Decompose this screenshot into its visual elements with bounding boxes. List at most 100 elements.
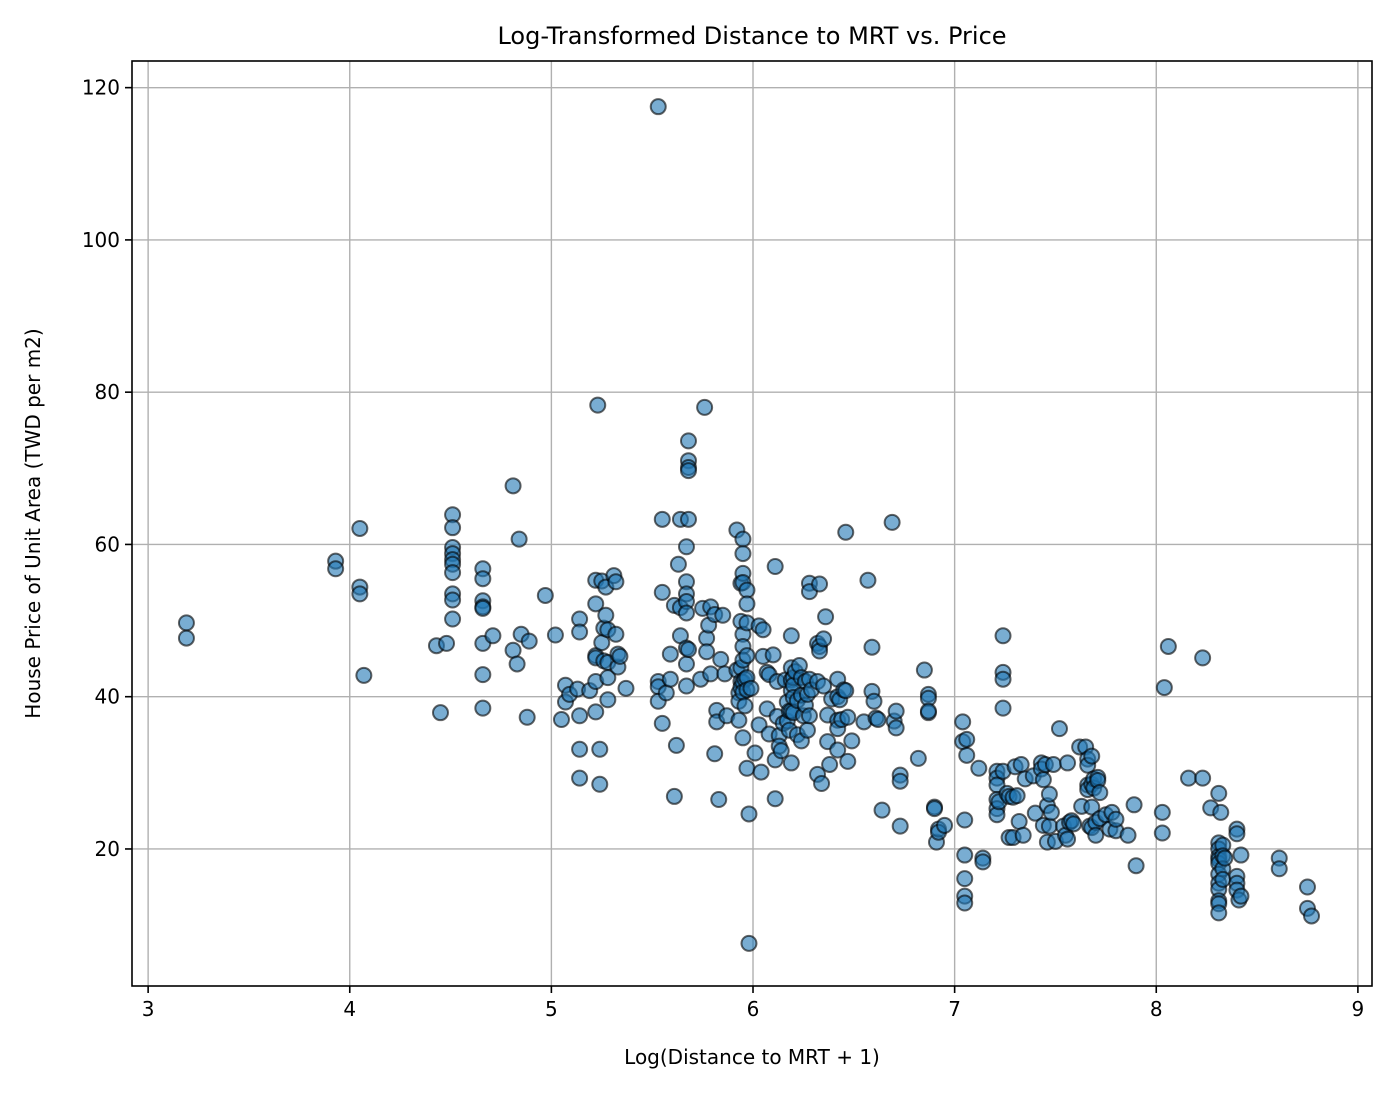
chart-title: Log-Transformed Distance to MRT vs. Pric… [497, 22, 1006, 50]
data-point [1091, 784, 1109, 802]
data-point [1153, 824, 1171, 842]
data-point [1044, 755, 1062, 773]
data-point [1010, 813, 1028, 831]
data-point [665, 787, 683, 805]
data-point [837, 682, 855, 700]
y-tick-label: 20 [95, 837, 120, 861]
data-point [657, 684, 675, 702]
data-point [474, 666, 492, 684]
data-point [587, 595, 605, 613]
data-point [1194, 649, 1212, 667]
data-point [355, 666, 373, 684]
data-point [1125, 796, 1143, 814]
data-point [177, 614, 195, 632]
data-point [1180, 769, 1198, 787]
data-point [587, 703, 605, 721]
data-point [936, 816, 954, 834]
data-point [764, 646, 782, 664]
data-point [817, 608, 835, 626]
y-tick-label: 80 [95, 380, 120, 404]
data-point [679, 510, 697, 528]
data-point [1050, 720, 1068, 738]
data-point [599, 669, 617, 687]
data-point [698, 643, 716, 661]
data-point [653, 510, 671, 528]
data-point [444, 519, 462, 537]
data-point [734, 729, 752, 747]
data-point [730, 711, 748, 729]
data-point [702, 665, 720, 683]
plot-frame [131, 60, 1373, 987]
data-point [510, 530, 528, 548]
data-point [1059, 830, 1077, 848]
data-point [782, 627, 800, 645]
data-point [677, 604, 695, 622]
data-point [958, 730, 976, 748]
data-point [873, 801, 891, 819]
data-point [679, 432, 697, 450]
data-point [843, 732, 861, 750]
data-point [653, 714, 671, 732]
data-point [798, 721, 816, 739]
data-points [177, 98, 1321, 952]
data-point [738, 647, 756, 665]
data-point [1210, 904, 1228, 922]
data-point [738, 595, 756, 613]
data-point [970, 759, 988, 777]
data-point [1155, 679, 1173, 697]
data-point [1127, 857, 1145, 875]
data-point [706, 745, 724, 763]
data-point [444, 564, 462, 582]
data-point [736, 697, 754, 715]
data-point [1042, 803, 1060, 821]
data-point [740, 934, 758, 952]
x-tick-label: 9 [1352, 997, 1365, 1021]
data-point [746, 744, 764, 762]
data-point [956, 846, 974, 864]
y-tick-label: 40 [95, 685, 120, 709]
data-point [653, 583, 671, 601]
data-point [661, 645, 679, 663]
data-point [891, 817, 909, 835]
data-point [607, 573, 625, 591]
data-point [607, 625, 625, 643]
data-point [571, 769, 589, 787]
data-point [1212, 803, 1230, 821]
data-point [1087, 826, 1105, 844]
data-point [1232, 887, 1250, 905]
data-point [444, 610, 462, 628]
data-point [611, 647, 629, 665]
data-point [772, 742, 790, 760]
data-point [887, 719, 905, 737]
data-point [444, 591, 462, 609]
data-point [677, 655, 695, 673]
y-axis-ticks: 20 40 60 80 100 120 [82, 76, 132, 861]
data-point [883, 513, 901, 531]
data-point [508, 655, 526, 673]
data-point [710, 790, 728, 808]
data-point [1194, 769, 1212, 787]
data-point [1012, 755, 1030, 773]
data-point [504, 477, 522, 495]
data-point [994, 699, 1012, 717]
data-point [696, 398, 714, 416]
data-point [1008, 787, 1026, 805]
data-point [536, 586, 554, 604]
data-point [752, 763, 770, 781]
data-point [909, 749, 927, 767]
data-point [591, 740, 609, 758]
data-point [734, 530, 752, 548]
data-point [1083, 798, 1101, 816]
data-point [956, 894, 974, 912]
data-point [597, 606, 615, 624]
data-point [1228, 825, 1246, 843]
data-point [1040, 817, 1058, 835]
data-point [1216, 849, 1234, 867]
data-point [925, 800, 943, 818]
data-point [1026, 804, 1044, 822]
data-point [974, 853, 992, 871]
data-point [667, 736, 685, 754]
data-point [837, 523, 855, 541]
y-tick-label: 120 [82, 76, 120, 100]
data-point [956, 870, 974, 888]
